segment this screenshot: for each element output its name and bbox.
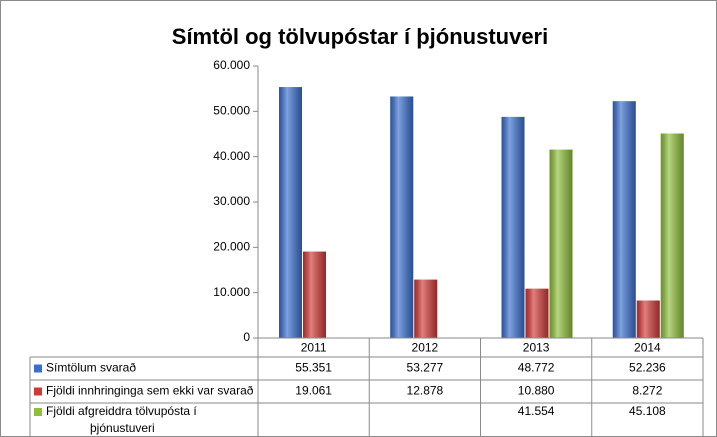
x-tick-label: 2011 xyxy=(301,341,327,355)
y-tick-label: 40.000 xyxy=(213,149,250,163)
data-table-value: 12.878 xyxy=(407,384,444,398)
bar-shine xyxy=(501,116,525,338)
data-table-value: 52.236 xyxy=(629,361,666,375)
data-table-value: 55.351 xyxy=(295,361,332,375)
legend-swatch xyxy=(34,387,42,396)
x-tick-label: 2013 xyxy=(523,341,550,355)
data-table-value: 8.272 xyxy=(632,384,662,398)
bar-shine xyxy=(660,133,684,338)
y-tick-label: 0 xyxy=(243,330,250,344)
data-table-value: 19.061 xyxy=(295,384,332,398)
y-tick-label: 10.000 xyxy=(213,285,250,299)
data-table-value: 48.772 xyxy=(518,361,555,375)
legend-swatch xyxy=(34,364,42,373)
legend-swatch xyxy=(34,408,42,416)
legend-label: Fjöldi afgreiddra tölvupósta í þjónustuve… xyxy=(46,404,197,435)
y-tick-label: 50.000 xyxy=(213,104,250,118)
bar-shine xyxy=(549,149,573,338)
data-table-value: 10.880 xyxy=(518,384,555,398)
data-table-value: 41.554 xyxy=(518,404,555,418)
legend-label-line: Fjöldi afgreiddra tölvupósta í xyxy=(46,404,197,418)
legend-label: Fjöldi innhringinga sem ekki var svarað xyxy=(46,384,254,398)
bar-shine xyxy=(390,96,414,338)
x-tick-label: 2012 xyxy=(412,341,439,355)
bar-shine xyxy=(636,300,660,338)
bar-shine xyxy=(303,251,326,338)
bar-shine xyxy=(279,87,302,338)
bar-shine xyxy=(612,101,636,338)
legend-label: Símtölum svarað xyxy=(46,361,136,375)
data-table-value: 53.277 xyxy=(407,361,444,375)
bar-shine xyxy=(525,288,549,338)
x-tick-label: 2014 xyxy=(634,341,661,355)
y-tick-label: 60.000 xyxy=(213,58,250,72)
y-tick-label: 20.000 xyxy=(213,240,250,254)
legend-label-line: þjónustuveri xyxy=(90,421,155,435)
bar-shine xyxy=(414,279,438,338)
chart-title: Símtöl og tölvupóstar í þjónustuveri xyxy=(172,24,548,49)
data-table-value: 45.108 xyxy=(629,404,666,418)
y-tick-label: 30.000 xyxy=(213,194,250,208)
